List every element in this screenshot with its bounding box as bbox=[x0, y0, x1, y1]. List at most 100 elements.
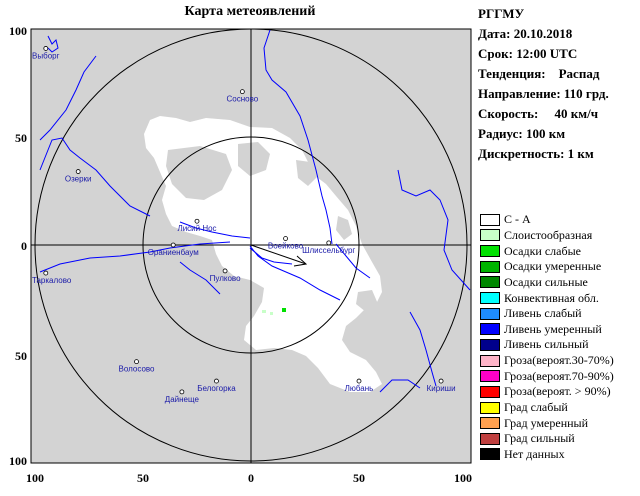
legend-swatch bbox=[480, 260, 500, 273]
legend-label: Гроза(вероят.30-70%) bbox=[504, 353, 614, 368]
y-tick-label: 100 bbox=[9, 454, 27, 468]
town-label: Озерки bbox=[65, 175, 92, 184]
legend-item: Ливень умеренный bbox=[480, 321, 638, 337]
legend-swatch bbox=[480, 370, 500, 383]
town-label: Ст Таркалово bbox=[20, 276, 72, 285]
legend-item: Осадки слабые bbox=[480, 243, 638, 259]
legend-swatch bbox=[480, 292, 500, 305]
legend-swatch bbox=[480, 307, 500, 320]
x-tick-label: 50 bbox=[353, 471, 365, 485]
legend-label: Град слабый bbox=[504, 400, 568, 414]
legend-label: Ливень слабый bbox=[504, 306, 582, 321]
legend-label: Град умеренный bbox=[504, 415, 589, 430]
legend-label: Осадки умеренные bbox=[504, 259, 602, 274]
town-marker bbox=[283, 236, 288, 241]
legend-item: С - А bbox=[480, 212, 638, 228]
legend: С - А Слоистообразная Осадки слабые Осадки … bbox=[480, 212, 638, 462]
town-marker bbox=[43, 270, 49, 276]
town-layer: Выборг Сосново Озерки Лисий Нос Ораниенбаум П… bbox=[20, 46, 456, 404]
y-tick-label: 50 bbox=[15, 349, 27, 363]
rivers bbox=[39, 29, 471, 393]
legend-item: Град слабый bbox=[480, 400, 638, 416]
legend-item: Град умеренный bbox=[480, 415, 638, 431]
x-tick-label: 50 bbox=[137, 471, 149, 485]
legend-label: Осадки сильные bbox=[504, 274, 588, 289]
legend-label: Ливень умеренный bbox=[504, 321, 602, 336]
legend-label: Гроза(вероят. > 90%) bbox=[504, 384, 611, 399]
town-marker bbox=[43, 46, 49, 51]
motion-arrow bbox=[250, 244, 308, 267]
legend-swatch bbox=[480, 385, 500, 398]
town-marker bbox=[239, 89, 245, 95]
echo-patch bbox=[166, 146, 232, 200]
town-marker bbox=[179, 389, 185, 395]
town-marker bbox=[75, 169, 81, 174]
legend-item: Слоистообразная bbox=[480, 228, 638, 244]
town-marker bbox=[222, 268, 228, 274]
x-tick-label: 100 bbox=[454, 471, 472, 485]
legend-label: С - А bbox=[504, 212, 531, 227]
radius-line: Радиус: 100 км bbox=[478, 126, 566, 141]
town-label: Лисий Нос bbox=[177, 224, 216, 233]
echo-weak-precip bbox=[282, 308, 286, 312]
town-marker bbox=[438, 378, 444, 384]
town-marker bbox=[356, 378, 362, 384]
town-label: Пулково bbox=[210, 274, 241, 283]
town-marker bbox=[214, 378, 219, 384]
y-tick-label: 50 bbox=[15, 131, 27, 145]
map-title: Карта метеоявлений bbox=[184, 4, 316, 19]
legend-item: Гроза(вероят.70-90%) bbox=[480, 368, 638, 384]
town-marker bbox=[134, 359, 139, 365]
org-name: РГГМУ bbox=[478, 6, 525, 21]
echo-stratiform bbox=[270, 312, 273, 315]
resolution-line: Дискретность: 1 км bbox=[478, 146, 594, 161]
legend-swatch bbox=[480, 432, 500, 445]
town-label: Дайнеще bbox=[165, 395, 200, 404]
legend-label: Гроза(вероят.70-90%) bbox=[504, 368, 614, 383]
town-label: Волосово bbox=[119, 365, 156, 374]
direction-line: Направление: 110 грд. bbox=[478, 86, 609, 101]
legend-label: Ливень сильный bbox=[504, 337, 589, 352]
legend-item: Град сильный bbox=[480, 431, 638, 447]
town-marker bbox=[194, 218, 200, 224]
legend-label: Слоистообразная bbox=[504, 227, 593, 242]
legend-swatch bbox=[480, 323, 500, 336]
x-tick-label: 0 bbox=[248, 471, 254, 485]
legend-item: Гроза(вероят.30-70%) bbox=[480, 353, 638, 369]
legend-item: Конвективная обл. bbox=[480, 290, 638, 306]
town-marker bbox=[170, 242, 176, 248]
legend-swatch bbox=[480, 229, 500, 242]
legend-item: Ливень сильный bbox=[480, 337, 638, 353]
legend-item: Осадки сильные bbox=[480, 275, 638, 291]
echo-patch bbox=[238, 142, 270, 176]
y-tick-label: 0 bbox=[21, 239, 27, 253]
info-panel: РГГМУ Дата: 20.10.2018 Срок: 12:00 UTC Т… bbox=[478, 4, 638, 164]
town-label: Шлиссельбург bbox=[302, 246, 355, 255]
legend-item: Гроза(вероят. > 90%) bbox=[480, 384, 638, 400]
speed-line: Скорость: 40 км/ч bbox=[478, 106, 599, 121]
legend-swatch bbox=[480, 401, 500, 414]
trend-line: Тенденция: Распад bbox=[478, 66, 600, 81]
x-tick-label: 100 bbox=[26, 471, 44, 485]
town-label: Ораниенбаум bbox=[148, 248, 199, 257]
legend-label: Конвективная обл. bbox=[504, 290, 599, 305]
town-marker bbox=[326, 240, 332, 246]
town-label: Белогорка bbox=[197, 384, 236, 393]
legend-item: Осадки умеренные bbox=[480, 259, 638, 275]
echo-patch bbox=[336, 216, 352, 240]
town-label: Любань bbox=[345, 384, 374, 393]
x-axis-ticks: 100 50 0 50 100 bbox=[26, 471, 472, 485]
echo-patch bbox=[356, 290, 378, 312]
y-axis-ticks: 100 50 0 50 100 bbox=[9, 24, 27, 468]
legend-swatch bbox=[480, 448, 500, 461]
legend-swatch bbox=[480, 245, 500, 258]
legend-swatch bbox=[480, 354, 500, 367]
legend-item: Нет данных bbox=[480, 447, 638, 463]
legend-swatch bbox=[480, 276, 500, 289]
radar-map: Выборг Сосново Озерки Лисий Нос Ораниенбаум П… bbox=[9, 24, 472, 485]
town-label: Выборг bbox=[32, 51, 60, 60]
legend-label: Нет данных bbox=[504, 446, 565, 461]
town-label: Воейково bbox=[268, 242, 304, 251]
legend-swatch bbox=[480, 338, 500, 351]
legend-swatch bbox=[480, 417, 500, 430]
